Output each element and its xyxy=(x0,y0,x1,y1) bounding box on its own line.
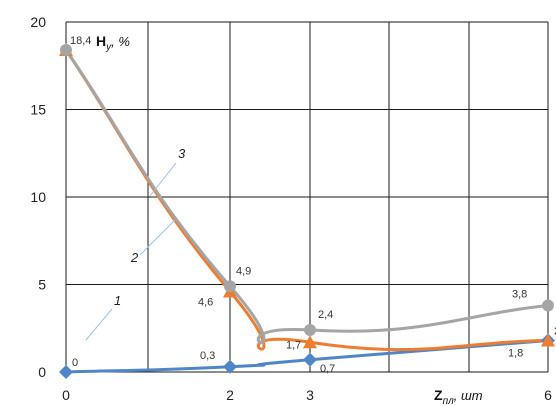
series-1-callout-line xyxy=(85,308,113,341)
series-1-data-label: 0 xyxy=(72,357,78,369)
series-3-marker xyxy=(542,299,554,312)
y-axis-label: Hу, % xyxy=(96,33,130,53)
series-3-marker xyxy=(60,44,72,56)
x-axis-label-sub: пл xyxy=(443,396,455,406)
series-2-data-label: 1,7 xyxy=(286,339,301,351)
x-tick-label: 0 xyxy=(62,387,70,403)
y-tick-label: 10 xyxy=(30,189,46,205)
y-tick-label: 15 xyxy=(30,102,46,118)
y-tick-label: 20 xyxy=(30,14,46,30)
axis-titles: Hу, % Zпл, шт xyxy=(96,33,483,406)
y-tick-label: 0 xyxy=(38,364,46,380)
series-1-callout-label: 1 xyxy=(114,293,121,308)
x-tick-label: 6 xyxy=(544,387,552,403)
series-3-marker xyxy=(304,324,316,336)
x-tick-label: 2 xyxy=(226,387,234,403)
series-2-data-label: 4,6 xyxy=(198,297,213,309)
data-labels: 0 0,3 0,7 1,8 4,6 1,7 2 18,4 4,9 2,4 3,8 xyxy=(70,35,556,375)
series-1-marker xyxy=(303,352,317,367)
series-2-marker xyxy=(303,335,317,349)
x-tick-label: 3 xyxy=(306,387,314,403)
series-markers xyxy=(59,43,555,379)
series-3-callout-line xyxy=(149,162,177,197)
y-axis-label-unit: , % xyxy=(111,34,130,49)
series-1-marker xyxy=(223,359,237,374)
series-2-line xyxy=(64,49,549,352)
y-axis-label-main: H xyxy=(96,33,106,49)
x-axis-label-unit: , шт xyxy=(454,388,483,403)
series-3-marker xyxy=(224,280,236,293)
series-3-data-label: 4,9 xyxy=(236,265,251,277)
plot-grid xyxy=(65,21,549,373)
series-3-callout-label: 3 xyxy=(178,146,186,161)
series-2-callout-line xyxy=(139,219,176,256)
series-3-data-label: 2,4 xyxy=(318,309,333,321)
series-3-data-label: 18,4 xyxy=(70,35,91,47)
y-tick-label: 5 xyxy=(38,277,46,293)
series-3-line xyxy=(64,49,549,345)
series-3-data-label: 3,8 xyxy=(512,289,527,301)
series-1-marker xyxy=(59,365,73,379)
series-curves xyxy=(64,49,549,374)
series-1-data-label: 0,7 xyxy=(320,363,335,375)
series-1-data-label: 1,8 xyxy=(508,348,523,360)
series-2-callout-label: 2 xyxy=(130,250,139,265)
series-2-data-label: 2 xyxy=(554,326,556,338)
x-axis-label-main: Z xyxy=(434,387,443,403)
series-1-data-label: 0,3 xyxy=(200,350,215,362)
curve-callouts: 1 2 3 xyxy=(85,146,186,341)
series-2-marker xyxy=(541,333,555,347)
x-axis-label: Zпл, шт xyxy=(434,387,483,406)
y-axis-label-sub: у xyxy=(105,42,112,53)
